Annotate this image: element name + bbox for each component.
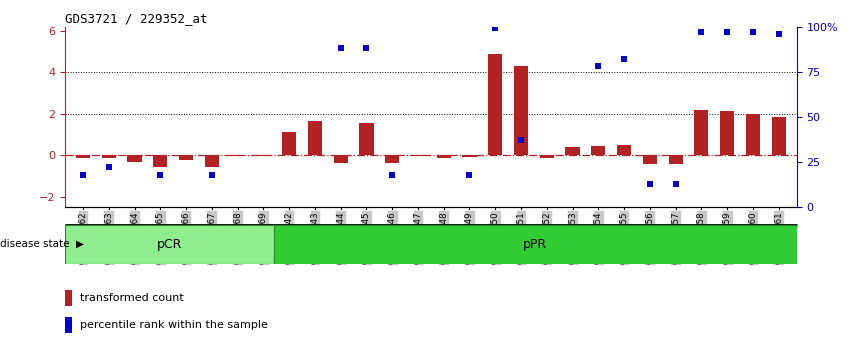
Bar — [65, 317, 72, 333]
Bar — [772, 117, 785, 155]
Bar — [540, 155, 554, 158]
Bar — [333, 155, 348, 163]
Bar — [76, 155, 90, 158]
Bar — [591, 146, 605, 155]
Bar — [695, 109, 708, 155]
Bar — [565, 147, 579, 155]
Bar — [153, 155, 167, 167]
Bar — [385, 155, 399, 163]
Bar — [65, 290, 72, 306]
Text: pCR: pCR — [157, 238, 182, 251]
Bar — [462, 155, 476, 157]
Bar — [256, 155, 270, 156]
Text: disease state  ▶: disease state ▶ — [0, 239, 84, 249]
Bar — [274, 225, 797, 264]
Bar — [746, 114, 760, 155]
Bar — [488, 53, 502, 155]
Bar — [230, 155, 245, 156]
Bar — [669, 155, 682, 164]
Bar — [643, 155, 657, 164]
Text: transformed count: transformed count — [80, 293, 184, 303]
Bar — [127, 155, 142, 162]
Bar — [359, 123, 373, 155]
Text: GDS3721 / 229352_at: GDS3721 / 229352_at — [65, 12, 208, 25]
Text: pPR: pPR — [523, 238, 547, 251]
Bar — [282, 132, 296, 155]
Bar — [65, 225, 274, 264]
Bar — [617, 145, 631, 155]
Bar — [101, 155, 116, 158]
Bar — [307, 121, 322, 155]
Bar — [204, 155, 219, 167]
Bar — [514, 66, 528, 155]
Text: percentile rank within the sample: percentile rank within the sample — [80, 320, 268, 330]
Bar — [179, 155, 193, 160]
Bar — [436, 155, 451, 158]
Bar — [410, 155, 425, 156]
Bar — [720, 110, 734, 155]
